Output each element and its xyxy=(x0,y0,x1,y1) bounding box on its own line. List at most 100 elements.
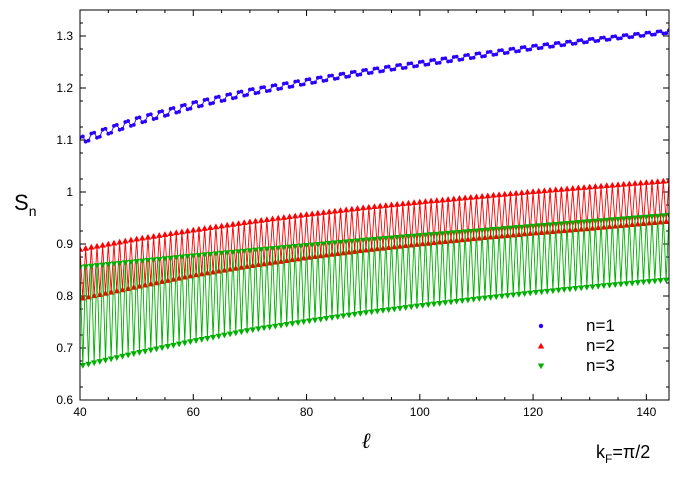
data-point xyxy=(567,39,572,44)
data-point xyxy=(487,233,494,240)
data-point xyxy=(280,214,288,220)
data-point xyxy=(165,113,170,117)
data-point xyxy=(589,224,596,231)
data-point xyxy=(202,98,207,102)
data-point xyxy=(321,78,326,83)
data-point xyxy=(654,213,661,220)
data-point xyxy=(304,77,309,82)
data-point xyxy=(559,43,564,48)
data-point xyxy=(320,209,327,215)
data-point xyxy=(645,279,653,285)
data-point xyxy=(541,187,548,194)
legend: n=1n=2n=3 xyxy=(537,316,615,375)
data-point xyxy=(508,47,513,51)
data-point xyxy=(415,64,419,68)
data-point xyxy=(153,346,160,353)
data-point xyxy=(158,345,166,352)
data-point xyxy=(270,83,275,88)
data-point xyxy=(119,353,126,360)
data-point xyxy=(515,231,523,237)
data-point xyxy=(453,237,460,243)
data-point xyxy=(391,306,398,313)
data-point xyxy=(416,198,424,205)
data-point xyxy=(178,254,186,261)
data-point xyxy=(498,293,506,300)
x-tick-label: 60 xyxy=(187,405,201,419)
data-point xyxy=(246,248,254,254)
data-point xyxy=(409,61,414,66)
data-point xyxy=(382,202,390,208)
data-point xyxy=(410,199,418,206)
data-point xyxy=(476,234,483,241)
data-point xyxy=(284,81,289,86)
data-point xyxy=(396,242,404,249)
data-point xyxy=(623,281,630,287)
data-point xyxy=(467,194,474,200)
data-point xyxy=(425,239,432,246)
data-point xyxy=(96,359,104,365)
data-point xyxy=(589,284,596,291)
data-point xyxy=(510,292,517,299)
data-point xyxy=(330,73,334,78)
data-point xyxy=(178,228,186,235)
data-point xyxy=(584,40,589,44)
data-point xyxy=(402,305,409,311)
legend-item-n=1: n=1 xyxy=(538,316,615,335)
data-point xyxy=(490,191,497,198)
data-point xyxy=(552,221,559,228)
data-point xyxy=(188,106,193,111)
data-point xyxy=(379,308,387,314)
y-tick-label: 1.2 xyxy=(56,81,73,95)
data-point xyxy=(199,103,204,108)
data-point xyxy=(549,228,557,235)
data-point xyxy=(383,65,388,69)
data-point xyxy=(456,229,463,236)
data-point xyxy=(437,60,442,65)
data-point xyxy=(539,46,544,50)
data-point xyxy=(276,87,281,91)
data-point xyxy=(582,40,586,45)
data-point xyxy=(552,186,559,193)
data-point xyxy=(229,220,237,227)
data-point xyxy=(331,240,339,247)
data-point xyxy=(131,122,136,127)
y-tick-label: 0.7 xyxy=(56,341,73,355)
data-point xyxy=(417,60,422,64)
data-point xyxy=(511,46,516,51)
data-point xyxy=(600,283,608,290)
data-point xyxy=(544,228,551,235)
data-point xyxy=(337,239,344,246)
data-point xyxy=(601,35,606,40)
data-point xyxy=(548,44,552,49)
data-point xyxy=(122,237,129,244)
data-point xyxy=(623,221,630,228)
data-point xyxy=(403,65,408,70)
data-point xyxy=(293,79,298,84)
data-point xyxy=(518,224,525,231)
data-point xyxy=(626,180,633,187)
data-point xyxy=(655,29,660,34)
data-point xyxy=(449,59,453,63)
data-point xyxy=(626,215,633,222)
data-point xyxy=(99,262,106,269)
data-point xyxy=(515,291,523,298)
data-point xyxy=(512,189,520,196)
data-point xyxy=(369,70,374,75)
data-point xyxy=(296,79,300,84)
series-line-n=1 xyxy=(80,29,669,143)
data-point xyxy=(631,215,639,222)
data-point xyxy=(442,300,449,307)
data-point xyxy=(354,238,361,245)
data-point xyxy=(154,116,159,121)
data-point xyxy=(382,235,390,242)
data-point xyxy=(204,335,211,342)
data-point xyxy=(219,99,224,103)
data-point xyxy=(405,199,412,206)
data-point xyxy=(85,361,92,368)
data-point xyxy=(580,184,588,190)
data-point xyxy=(264,89,269,94)
data-point xyxy=(381,69,385,73)
data-point xyxy=(147,280,154,287)
data-point xyxy=(248,87,252,92)
